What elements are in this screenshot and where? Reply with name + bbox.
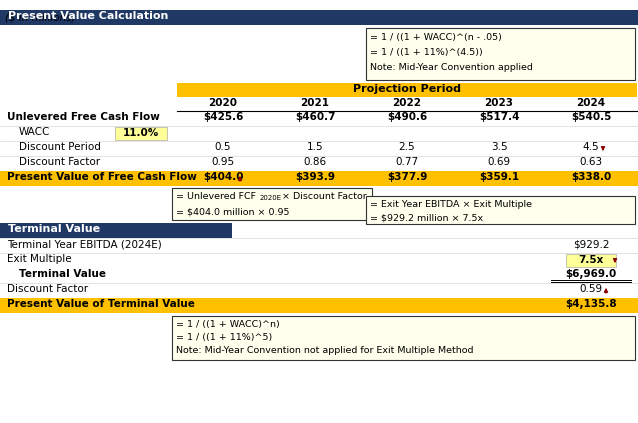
FancyBboxPatch shape	[566, 254, 616, 267]
Text: $490.6: $490.6	[387, 112, 427, 122]
Text: 2020E: 2020E	[260, 195, 282, 201]
Text: Discount Period: Discount Period	[19, 142, 101, 152]
Text: Note: Mid-Year Convention not applied for Exit Multiple Method: Note: Mid-Year Convention not applied fo…	[176, 346, 473, 355]
FancyBboxPatch shape	[115, 127, 167, 140]
Text: Present Value of Terminal Value: Present Value of Terminal Value	[7, 299, 195, 309]
Text: $929.2: $929.2	[573, 239, 609, 249]
Text: Unlevered Free Cash Flow: Unlevered Free Cash Flow	[7, 112, 160, 122]
Text: Terminal Value: Terminal Value	[8, 224, 100, 234]
Text: 2020: 2020	[209, 98, 237, 108]
FancyBboxPatch shape	[0, 223, 232, 238]
Text: $460.7: $460.7	[295, 112, 335, 122]
FancyBboxPatch shape	[366, 28, 635, 80]
Text: $517.4: $517.4	[478, 112, 519, 122]
Text: 2022: 2022	[392, 98, 422, 108]
Text: = 1 / ((1 + 11%)^(4.5)): = 1 / ((1 + 11%)^(4.5))	[370, 48, 483, 57]
Text: 4.5: 4.5	[582, 142, 599, 152]
Text: 7.5x: 7.5x	[578, 255, 604, 265]
Text: Note: Mid-Year Convention applied: Note: Mid-Year Convention applied	[370, 63, 533, 72]
Text: 0.63: 0.63	[579, 157, 602, 167]
Text: $338.0: $338.0	[571, 172, 611, 182]
Text: = 1 / ((1 + WACC)^(n - .05): = 1 / ((1 + WACC)^(n - .05)	[370, 33, 502, 42]
Text: $377.9: $377.9	[387, 172, 427, 182]
Text: $359.1: $359.1	[479, 172, 519, 182]
Text: 2.5: 2.5	[399, 142, 415, 152]
Text: $425.6: $425.6	[203, 112, 243, 122]
Text: 2024: 2024	[577, 98, 605, 108]
Text: Terminal Value: Terminal Value	[19, 269, 106, 279]
FancyBboxPatch shape	[0, 298, 638, 313]
FancyBboxPatch shape	[172, 316, 635, 360]
Text: = 1 / ((1 + 11%)^5): = 1 / ((1 + 11%)^5)	[176, 333, 272, 342]
Text: Present Value Calculation: Present Value Calculation	[8, 11, 168, 21]
Text: 0.5: 0.5	[215, 142, 231, 152]
Text: 2023: 2023	[484, 98, 514, 108]
Text: = 1 / ((1 + WACC)^n): = 1 / ((1 + WACC)^n)	[176, 320, 279, 329]
FancyBboxPatch shape	[0, 10, 638, 25]
Text: 11.0%: 11.0%	[123, 128, 159, 138]
Text: 2021: 2021	[300, 98, 329, 108]
Text: $6,969.0: $6,969.0	[565, 269, 616, 279]
Text: 0.59: 0.59	[579, 284, 602, 294]
FancyBboxPatch shape	[0, 171, 638, 186]
Text: = $929.2 million × 7.5x: = $929.2 million × 7.5x	[370, 213, 483, 222]
Text: 0.69: 0.69	[487, 157, 510, 167]
Text: Discount Factor: Discount Factor	[7, 284, 88, 294]
Text: Present Value of Free Cash Flow: Present Value of Free Cash Flow	[7, 172, 197, 182]
Text: × Discount Factor: × Discount Factor	[279, 192, 367, 201]
Text: WACC: WACC	[19, 127, 50, 137]
Text: = $404.0 million × 0.95: = $404.0 million × 0.95	[176, 207, 290, 216]
FancyBboxPatch shape	[177, 83, 637, 97]
Text: = Exit Year EBITDA × Exit Multiple: = Exit Year EBITDA × Exit Multiple	[370, 200, 532, 209]
Text: 3.5: 3.5	[491, 142, 507, 152]
Text: Exit Multiple: Exit Multiple	[7, 254, 71, 264]
Text: Projection Period: Projection Period	[353, 84, 461, 94]
Text: = Unlevered FCF: = Unlevered FCF	[176, 192, 256, 201]
Text: 0.95: 0.95	[211, 157, 235, 167]
Text: ($ in millions): ($ in millions)	[5, 12, 76, 22]
Text: 1.5: 1.5	[307, 142, 323, 152]
Text: 0.77: 0.77	[396, 157, 419, 167]
Text: Terminal Year EBITDA (2024E): Terminal Year EBITDA (2024E)	[7, 239, 162, 249]
FancyBboxPatch shape	[172, 188, 372, 220]
FancyBboxPatch shape	[366, 196, 635, 224]
Text: $4,135.8: $4,135.8	[565, 299, 617, 309]
Text: 0.86: 0.86	[304, 157, 327, 167]
Text: Discount Factor: Discount Factor	[19, 157, 100, 167]
Text: $404.0: $404.0	[203, 172, 243, 182]
Text: $540.5: $540.5	[571, 112, 611, 122]
Text: $393.9: $393.9	[295, 172, 335, 182]
